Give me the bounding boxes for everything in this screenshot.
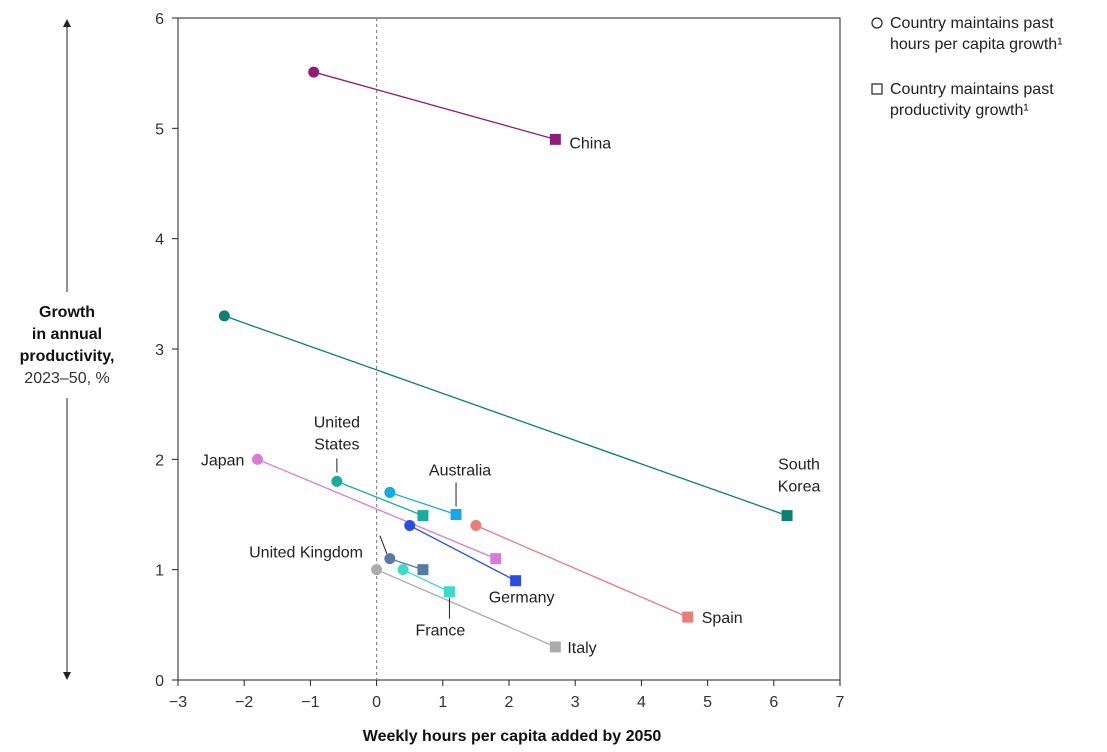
country-label: Japan	[201, 452, 245, 469]
country-label-line: Korea	[778, 479, 821, 496]
legend-circle-icon	[871, 17, 883, 29]
x-tick-label: 5	[703, 694, 712, 711]
square-marker	[450, 509, 462, 520]
country-label-line: United	[314, 414, 360, 431]
series-connector-line	[402, 569, 450, 593]
circle-marker	[384, 553, 396, 565]
circle-marker	[384, 486, 396, 498]
circle-marker	[218, 310, 230, 322]
square-marker	[510, 575, 522, 587]
circle-marker	[331, 475, 343, 487]
legend-label-line: Country maintains past	[890, 81, 1054, 98]
square-marker	[443, 586, 455, 598]
square-marker	[781, 510, 793, 522]
country-label: Germany	[489, 590, 555, 607]
y-tick-label: 6	[155, 11, 164, 28]
square-marker	[682, 611, 694, 623]
x-tick-label: −1	[301, 694, 319, 711]
legend-square-icon	[871, 83, 883, 95]
country-label: Australia	[429, 463, 491, 480]
country-label-line: South	[778, 457, 820, 474]
y-tick-label: 0	[155, 673, 164, 690]
circle-marker	[371, 564, 383, 576]
country-label: Spain	[702, 610, 743, 627]
series-connector-line	[409, 524, 516, 582]
y-axis-title-line: Growth	[39, 304, 95, 321]
x-tick-label: 2	[505, 694, 514, 711]
square-marker	[417, 510, 429, 522]
legend-label-line: Country maintains past	[890, 15, 1054, 32]
label-leader-line	[379, 535, 388, 554]
country-label: United States	[314, 414, 360, 453]
series-connector-line	[224, 315, 788, 517]
y-axis-arrow-down-icon	[63, 672, 71, 680]
plot-frame	[177, 17, 841, 681]
square-marker	[490, 553, 502, 565]
x-tick-label: 0	[372, 694, 381, 711]
square-marker	[549, 133, 561, 145]
series-connector-line	[313, 71, 556, 140]
square-marker	[417, 564, 429, 576]
series-connector-line	[376, 569, 556, 648]
series-connector-line	[336, 480, 424, 517]
series-connector-line	[389, 491, 457, 516]
x-tick-label: −3	[169, 694, 187, 711]
y-tick-label: 2	[155, 452, 164, 469]
series-connector-line	[389, 558, 424, 571]
country-label: South Korea	[778, 457, 821, 496]
square-marker	[549, 641, 561, 653]
series-connector-line	[475, 524, 688, 618]
country-label: China	[569, 135, 611, 152]
circle-marker	[397, 564, 409, 576]
country-label: France	[416, 623, 466, 640]
country-label: United Kingdom	[249, 545, 363, 562]
y-tick-label: 3	[155, 342, 164, 359]
y-tick-label: 5	[155, 121, 164, 138]
y-axis-arrow-up-icon	[63, 19, 71, 27]
circle-marker	[470, 520, 482, 532]
x-tick-label: −2	[235, 694, 253, 711]
x-axis-title: Weekly hours per capita added by 2050	[363, 728, 662, 745]
legend-label-circle: Country maintains past hours per capita g…	[890, 15, 1063, 53]
y-axis-title-line: productivity,	[20, 348, 115, 365]
country-label-line: States	[314, 436, 359, 453]
legend-label-square: Country maintains past productivity growt…	[890, 81, 1054, 119]
y-axis-title-line: 2023–50, %	[24, 370, 109, 387]
x-tick-label: 6	[769, 694, 778, 711]
legend-label-line: hours per capita growth¹	[890, 36, 1063, 53]
circle-marker	[404, 520, 416, 532]
legend-label-line: productivity growth¹	[890, 102, 1029, 119]
y-tick-label: 4	[155, 232, 164, 249]
circle-marker	[308, 66, 320, 78]
x-tick-label: 7	[836, 694, 845, 711]
y-tick-label: 1	[155, 563, 164, 580]
y-axis-title-line: in annual	[32, 326, 102, 343]
x-tick-label: 4	[637, 694, 646, 711]
country-label: Italy	[567, 640, 596, 657]
x-tick-label: 3	[571, 694, 580, 711]
circle-marker	[251, 453, 263, 465]
series-connector-line	[257, 458, 497, 560]
x-tick-label: 1	[438, 694, 447, 711]
